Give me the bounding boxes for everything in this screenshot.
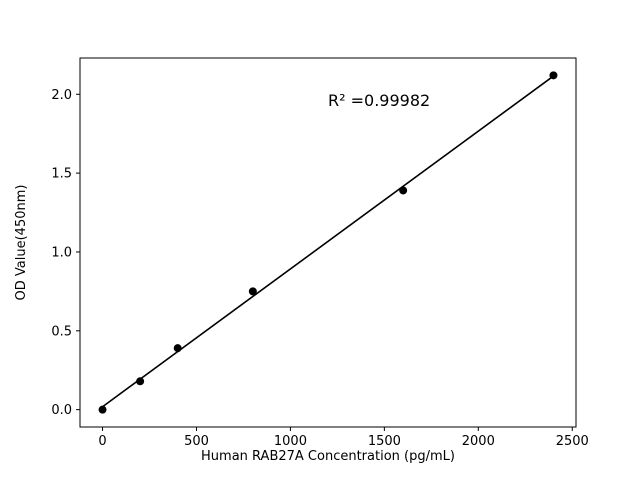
data-point [98,405,107,414]
axes-box [79,57,577,428]
x-tick-label: 2000 [462,434,495,449]
x-tick-label: 500 [184,434,209,449]
fit-line [102,75,554,408]
data-point [248,287,257,296]
y-tick-label: 1.5 [51,167,72,182]
x-tick-label: 1000 [274,434,307,449]
y-tick-label: 2.0 [51,88,72,103]
y-tick-label: 1.0 [51,245,72,260]
y-axis-label: OD Value(450nm) [14,185,29,301]
x-tick-label: 1500 [368,434,401,449]
data-point [549,71,558,80]
y-tick-label: 0.0 [51,403,72,418]
data-point [173,344,182,353]
x-tick-label: 0 [98,434,106,449]
data-point [136,377,145,386]
r-squared-annotation: R² =0.99982 [328,91,430,110]
x-axis-label: Human RAB27A Concentration (pg/mL) [201,449,455,464]
data-point [399,186,408,195]
x-tick-label: 2500 [556,434,589,449]
y-tick-label: 0.5 [51,324,72,339]
plot-layer: 0 500 1000 1500 2000 2500 0.0 0.5 1.0 1.5 2.0 [51,57,589,449]
